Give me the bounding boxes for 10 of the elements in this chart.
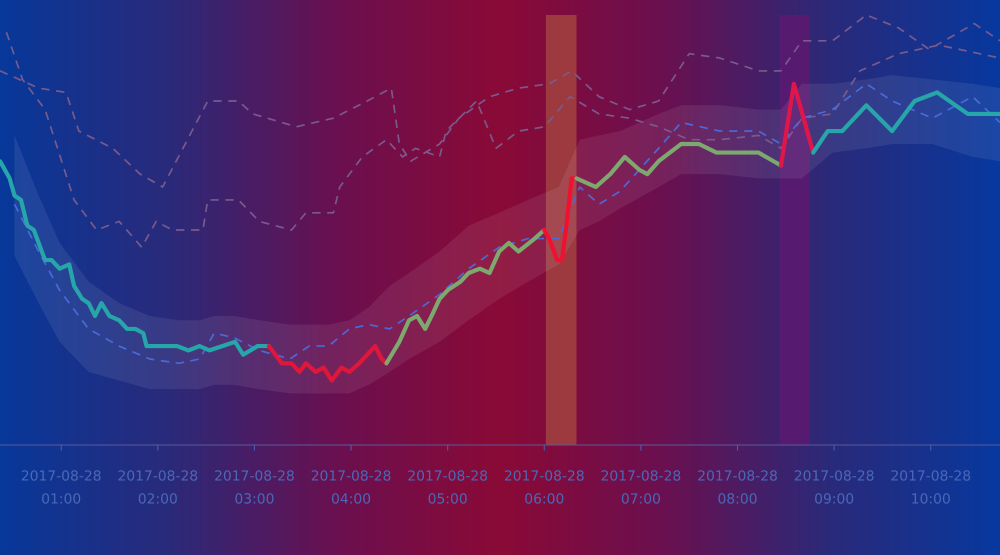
x-tick-label: 2017-08-28 07:00 bbox=[602, 470, 680, 504]
x-tick-label: 2017-08-28 02:00 bbox=[118, 470, 198, 504]
x-tick-label: 2017-08-28 03:00 bbox=[215, 470, 294, 504]
x-tick-label: 2017-08-28 10:00 bbox=[891, 470, 970, 504]
x-tick-label: 2017-08-28 06:00 bbox=[504, 470, 584, 504]
x-tick-label: 2017-08-28 08:00 bbox=[698, 470, 777, 504]
x-tick-label: 2017-08-28 05:00 bbox=[408, 470, 488, 504]
x-tick-label: 2017-08-28 01:00 bbox=[22, 470, 101, 504]
x-tick-label: 2017-08-28 09:00 bbox=[794, 470, 874, 504]
x-tick-label: 2017-08-28 04:00 bbox=[312, 470, 390, 504]
